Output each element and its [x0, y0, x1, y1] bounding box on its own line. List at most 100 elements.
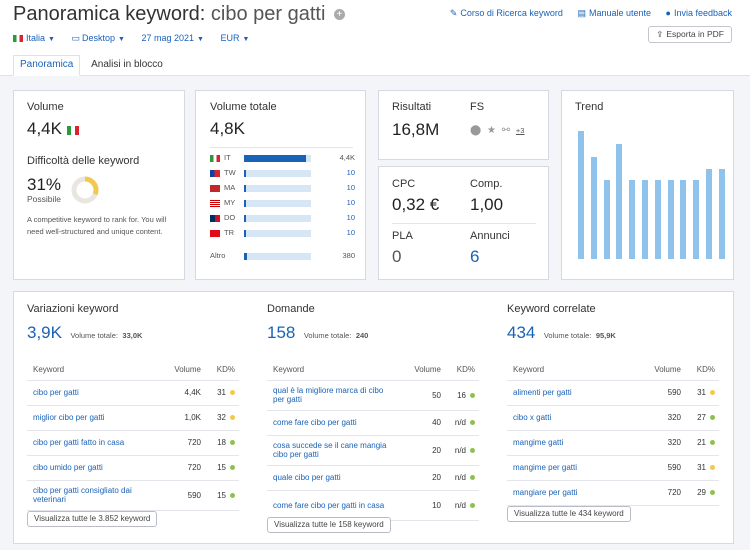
competition-label: Comp. — [470, 178, 503, 190]
other-bar-fill — [244, 253, 248, 260]
kd-dot-icon — [710, 465, 715, 470]
monitor-icon: ▭ — [71, 33, 80, 43]
course-icon: ✎ — [449, 8, 458, 18]
related-view-all-button[interactable]: Visualizza tutte le 434 keyword — [507, 506, 631, 522]
volume-label: Volume — [27, 101, 64, 113]
trend-label: Trend — [575, 101, 604, 113]
add-icon[interactable]: + — [333, 9, 345, 20]
country-row-it: IT 4,4K — [210, 152, 355, 167]
trend-card: Trend — [561, 90, 734, 280]
kd-dot-icon — [230, 465, 235, 470]
table-row: cibo per gatti consigliato dai veterinar… — [27, 480, 239, 511]
total-volume-card: Volume totale 4,8K IT 4,4K TW 10 MA 10 MY 10 DO 1… — [195, 90, 366, 280]
variations-column: Variazioni keyword 3,9K Volume totale: 33… — [27, 303, 239, 538]
course-link[interactable]: ✎ Corso di Ricerca keyword — [449, 8, 563, 18]
table-row: mangiare per gatti 720 29 — [507, 480, 719, 506]
chevron-down-icon: ▼ — [197, 36, 204, 43]
keyword-link[interactable]: qual è la migliore marca di cibo per gat… — [267, 380, 401, 411]
table-row: cibo x gatti 320 27 — [507, 405, 719, 431]
flag-icon — [210, 230, 220, 237]
trend-bar — [629, 179, 636, 259]
other-bar — [244, 253, 311, 260]
keyword-kd: 32 — [201, 405, 239, 431]
variations-summary: 3,9K Volume totale: 33,0K — [27, 323, 142, 343]
title-prefix: Panoramica keyword: — [13, 3, 206, 25]
table-row: cosa succede se il cane mangia cibo per … — [267, 435, 479, 466]
flag-icon — [210, 215, 220, 222]
serp-features: ⬤ ★ ⚯ +3 — [470, 125, 524, 136]
keyword-link[interactable]: miglior cibo per gatti — [27, 405, 161, 431]
keyword-link[interactable]: come fare cibo per gatti — [267, 410, 401, 436]
table-header: Keyword Volume KD% — [507, 359, 719, 381]
kd-dot-icon — [710, 440, 715, 445]
variations-view-all-button[interactable]: Visualizza tutte le 3.852 keyword — [27, 511, 158, 527]
related-total-label: Volume totale: — [543, 331, 592, 340]
currency-select[interactable]: EUR ▼ — [220, 33, 250, 43]
kd-dot-icon — [470, 392, 475, 398]
export-pdf-button[interactable]: ⇪ Esporta in PDF — [648, 26, 732, 43]
keyword-volume: 590 — [161, 480, 201, 511]
keyword-kd: 16 — [441, 380, 479, 411]
country-bar-fill — [244, 230, 246, 237]
keyword-link[interactable]: cibo x gatti — [507, 405, 641, 431]
keyword-kd: 18 — [201, 430, 239, 456]
keyword-kd: 31 — [681, 455, 719, 481]
keyword-volume: 320 — [641, 430, 681, 456]
col-volume: Volume — [641, 359, 681, 381]
keyword-link[interactable]: come fare cibo per gatti in casa — [267, 490, 401, 521]
keyword-link[interactable]: alimenti per gatti — [507, 380, 641, 406]
keyword-link[interactable]: mangime gatti — [507, 430, 641, 456]
questions-view-all-button[interactable]: Visualizza tutte le 158 keyword — [267, 517, 391, 533]
variations-count[interactable]: 3,9K — [27, 323, 62, 342]
col-keyword: Keyword — [27, 359, 161, 381]
volume-card: Volume 4,4K Difficoltà delle keyword 31%… — [13, 90, 185, 280]
related-count[interactable]: 434 — [507, 323, 536, 342]
country-select[interactable]: Italia ▼ — [13, 33, 55, 43]
keyword-volume: 20 — [401, 465, 441, 491]
keyword-link[interactable]: quale cibo per gatti — [267, 465, 401, 491]
device-select[interactable]: ▭ Desktop ▼ — [71, 33, 125, 43]
col-kd: KD% — [681, 359, 719, 381]
export-icon: ⇪ — [656, 29, 664, 39]
top-links: ✎ Corso di Ricerca keyword ▤ Manuale utent… — [438, 8, 732, 19]
table-row: cibo umido per gatti 720 15 — [27, 455, 239, 481]
fs-more-link[interactable]: +3 — [515, 126, 525, 135]
keyword-link[interactable]: cibo per gatti consigliato dai veterinar… — [27, 480, 161, 511]
trend-bar — [718, 169, 725, 259]
keyword-kd: n/d — [441, 465, 479, 491]
italy-flag-icon — [66, 126, 79, 135]
tab-bulk-analysis[interactable]: Analisi in blocco — [91, 59, 163, 70]
tab-overview[interactable]: Panoramica — [13, 55, 81, 76]
keyword-link[interactable]: cibo per gatti — [27, 380, 161, 406]
col-volume: Volume — [401, 359, 441, 381]
keyword-link[interactable]: mangiare per gatti — [507, 480, 641, 506]
keyword-link[interactable]: cibo per gatti fatto in casa — [27, 430, 161, 456]
results-value: 16,8M — [392, 120, 440, 139]
ads-label: Annunci — [470, 230, 510, 242]
keyword-volume: 720 — [161, 430, 201, 456]
tab-bar: Panoramica Analisi in blocco — [13, 55, 171, 76]
questions-total-label: Volume totale: — [303, 331, 352, 340]
variations-title: Variazioni keyword — [27, 303, 119, 315]
feedback-link[interactable]: ● Invia feedback — [665, 8, 732, 18]
table-row: alimenti per gatti 590 31 — [507, 380, 719, 406]
keyword-volume: 590 — [641, 380, 681, 406]
questions-count[interactable]: 158 — [267, 323, 296, 342]
country-bar-fill — [244, 170, 246, 177]
manual-link[interactable]: ▤ Manuale utente — [577, 8, 651, 18]
keyword-link[interactable]: cosa succede se il cane mangia cibo per … — [267, 435, 401, 466]
col-kd: KD% — [441, 359, 479, 381]
cpc-value: 0,32 € — [392, 195, 440, 214]
difficulty-donut — [71, 176, 99, 204]
kd-dot-icon — [710, 490, 715, 495]
difficulty-description: A competitive keyword to rank for. You w… — [27, 215, 167, 236]
date-select[interactable]: 27 mag 2021 ▼ — [141, 33, 204, 43]
variations-total-label: Volume totale: — [70, 331, 118, 340]
table-row: cibo per gatti fatto in casa 720 18 — [27, 430, 239, 456]
table-row: come fare cibo per gatti in casa 10 n/d — [267, 490, 479, 521]
divider — [392, 223, 536, 224]
keyword-link[interactable]: cibo umido per gatti — [27, 455, 161, 481]
keyword-volume: 720 — [641, 480, 681, 506]
keyword-link[interactable]: mangime per gatti — [507, 455, 641, 481]
country-bar-fill — [244, 185, 246, 192]
